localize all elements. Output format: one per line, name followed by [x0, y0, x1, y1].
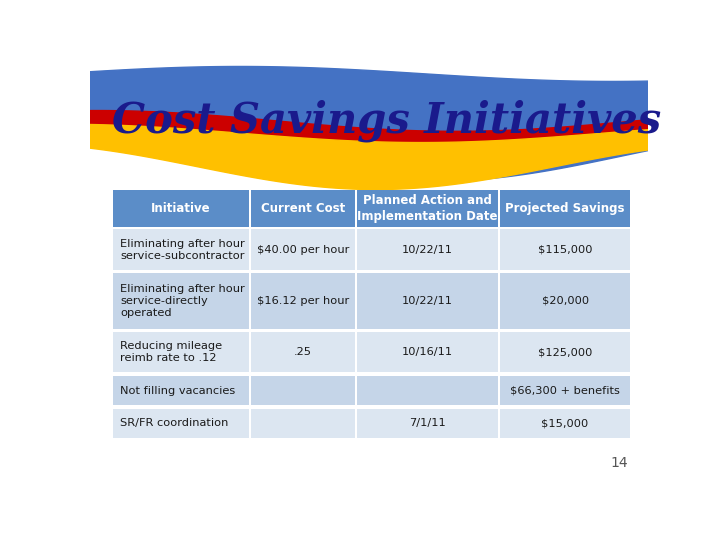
Bar: [114, 332, 248, 373]
Text: 10/22/11: 10/22/11: [402, 296, 453, 306]
Bar: [114, 273, 248, 328]
Text: Eliminating after hour
service-directly
operated: Eliminating after hour service-directly …: [120, 284, 245, 319]
Bar: [500, 273, 630, 328]
Bar: [357, 230, 498, 270]
Bar: [357, 409, 498, 438]
Text: 7/1/11: 7/1/11: [409, 418, 446, 428]
Text: $40.00 per hour: $40.00 per hour: [257, 245, 349, 255]
Bar: [357, 273, 498, 328]
Bar: [251, 332, 355, 373]
Bar: [114, 190, 248, 227]
Text: Projected Savings: Projected Savings: [505, 202, 625, 215]
Bar: [251, 409, 355, 438]
Text: $115,000: $115,000: [538, 245, 593, 255]
Text: SR/FR coordination: SR/FR coordination: [120, 418, 228, 428]
Text: Initiative: Initiative: [151, 202, 211, 215]
Text: Eliminating after hour
service-subcontractor: Eliminating after hour service-subcontra…: [120, 239, 245, 261]
Text: $20,000: $20,000: [541, 296, 589, 306]
Text: $15,000: $15,000: [541, 418, 589, 428]
Text: $125,000: $125,000: [538, 347, 593, 357]
Polygon shape: [62, 111, 720, 143]
Bar: [500, 230, 630, 270]
Bar: [114, 230, 248, 270]
Polygon shape: [62, 124, 720, 190]
Bar: [500, 376, 630, 406]
Bar: [357, 376, 498, 406]
Bar: [357, 190, 498, 227]
Bar: [251, 230, 355, 270]
Text: Reducing mileage
reimb rate to .12: Reducing mileage reimb rate to .12: [120, 341, 222, 363]
Bar: [251, 376, 355, 406]
Bar: [500, 332, 630, 373]
Text: Cost Savings Initiatives: Cost Savings Initiatives: [112, 100, 662, 142]
Bar: [251, 273, 355, 328]
Text: 10/16/11: 10/16/11: [402, 347, 453, 357]
Text: $16.12 per hour: $16.12 per hour: [257, 296, 349, 306]
Bar: [114, 409, 248, 438]
Bar: [114, 376, 248, 406]
Text: Planned Action and
Implementation Date: Planned Action and Implementation Date: [357, 194, 498, 223]
Text: .25: .25: [294, 347, 312, 357]
Bar: [500, 409, 630, 438]
Bar: [251, 190, 355, 227]
Text: 14: 14: [611, 456, 629, 470]
Text: 10/22/11: 10/22/11: [402, 245, 453, 255]
Text: Current Cost: Current Cost: [261, 202, 345, 215]
Text: $66,300 + benefits: $66,300 + benefits: [510, 386, 620, 396]
Text: Not filling vacancies: Not filling vacancies: [120, 386, 235, 396]
Polygon shape: [62, 66, 720, 181]
Bar: [357, 332, 498, 373]
Bar: [500, 190, 630, 227]
